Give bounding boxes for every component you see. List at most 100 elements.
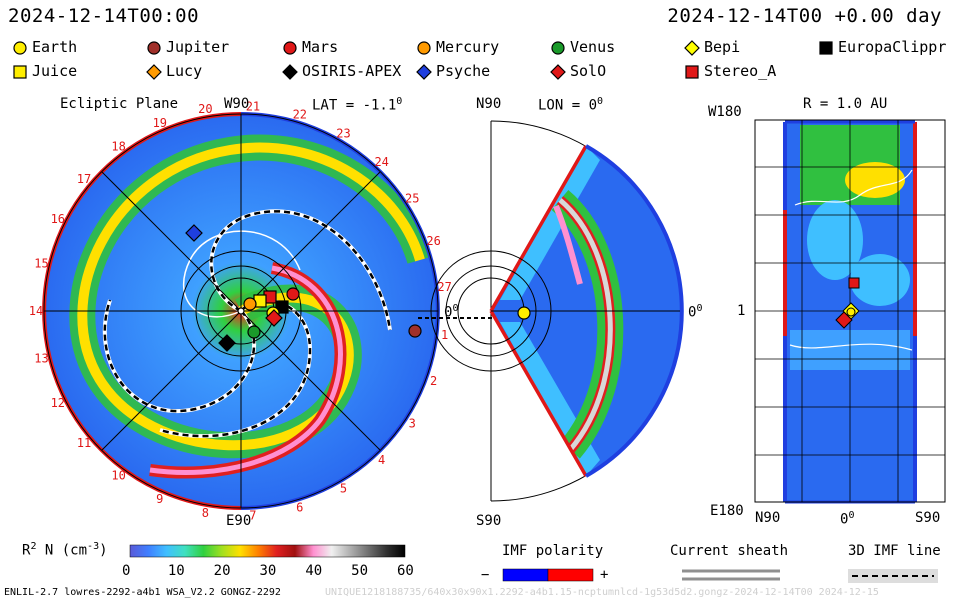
jupiter-marker xyxy=(408,324,422,338)
synoptic-sheath-line xyxy=(789,343,913,351)
europaclippr-marker xyxy=(275,300,289,314)
sector-number: 20 xyxy=(198,102,212,116)
sector-number: 12 xyxy=(51,396,65,410)
synoptic-bottom-left: E180 xyxy=(710,503,744,519)
sector-number: 23 xyxy=(336,126,350,140)
synoptic-cyan-patch-2 xyxy=(850,254,910,306)
meridional-zero-label: 00 xyxy=(688,303,703,321)
legend-label: EuropaClippr xyxy=(838,38,947,56)
imf-negative-swatch xyxy=(502,568,549,582)
imf-plus: + xyxy=(600,567,609,583)
legend-label: Lucy xyxy=(166,62,203,80)
imf-title: IMF polarity xyxy=(502,543,604,559)
earth-synoptic-marker xyxy=(846,307,856,317)
cme-front-pink xyxy=(149,265,343,475)
disc-outline xyxy=(43,113,439,509)
sector-number: 10 xyxy=(111,468,125,482)
imf3d-title: 3D IMF line xyxy=(848,543,941,559)
synoptic-yellow-patch xyxy=(845,162,905,198)
synoptic-cyan-patch xyxy=(807,200,863,280)
sector-number: 9 xyxy=(156,492,163,506)
venus-marker xyxy=(247,325,261,339)
wedge-edge-north xyxy=(489,145,588,312)
circle-icon xyxy=(147,41,161,55)
sector-number: 19 xyxy=(153,116,167,130)
time-left: 2024-12-14T00:00 xyxy=(8,5,200,27)
sun-marker xyxy=(237,307,245,315)
sector-number: 21 xyxy=(246,99,260,113)
legend-label: OSIRIS-APEX xyxy=(302,62,402,80)
wedge-pink-blob xyxy=(553,204,583,285)
sector-number: 25 xyxy=(405,191,419,205)
footer-left: ENLIL-2.7 lowres-2292-a4b1 WSA_V2.2 GONG… xyxy=(4,587,281,598)
sector-number: 17 xyxy=(77,172,91,186)
mercury-marker xyxy=(243,297,257,311)
legend-label: Jupiter xyxy=(166,38,230,56)
imf-line-2 xyxy=(103,299,256,413)
time-right: 2024-12-14T00 +0.00 day xyxy=(667,5,942,27)
synoptic-grid xyxy=(755,120,945,502)
ecliptic-zero-label: 00 xyxy=(444,303,459,321)
synoptic-x-right: S90 xyxy=(915,510,941,526)
colorbar-tick-label: 40 xyxy=(305,563,323,579)
meridional-top-label: N90 xyxy=(476,96,502,112)
diamond-icon xyxy=(282,64,298,80)
synoptic-panel xyxy=(754,119,946,504)
sector-number: 14 xyxy=(29,304,43,318)
colorbar-tick-label: 30 xyxy=(259,563,277,579)
wedge-edge-south xyxy=(489,310,588,477)
legend-label: SolO xyxy=(570,62,607,80)
circle-icon xyxy=(551,41,565,55)
ecliptic-title: Ecliptic Plane xyxy=(60,96,179,112)
legend-label: Mars xyxy=(302,38,339,56)
square-icon xyxy=(819,41,833,55)
circle-icon xyxy=(13,41,27,55)
sector-number: 5 xyxy=(340,482,347,496)
sector-number: 16 xyxy=(51,212,65,226)
diamond-icon xyxy=(550,64,566,80)
sector-number: 15 xyxy=(34,257,48,271)
synoptic-x-left: N90 xyxy=(755,510,781,526)
imf-line xyxy=(210,210,392,331)
legend-label: Psyche xyxy=(436,62,491,80)
circle-icon xyxy=(417,41,431,55)
colorbar-label: R2 N (cm-3) xyxy=(22,541,108,559)
meridional-panel xyxy=(430,120,684,502)
sector-number: 2 xyxy=(430,374,437,388)
meridional-bottom-label: S90 xyxy=(476,513,502,529)
osiris-apex-marker xyxy=(218,334,236,352)
legend-label: Juice xyxy=(32,62,78,80)
density-band-yellow xyxy=(77,142,425,451)
range-ring-3 xyxy=(180,250,302,372)
colorbar-tick-label: 50 xyxy=(351,563,369,579)
solo-synoptic-marker xyxy=(835,311,853,329)
colorbar-tick-label: 10 xyxy=(167,563,185,579)
colorbar-tick-label: 60 xyxy=(397,563,414,579)
imf-minus: − xyxy=(481,567,490,583)
sector-number: 11 xyxy=(77,436,91,450)
solo-marker xyxy=(265,309,283,327)
wedge-white-front xyxy=(558,198,613,452)
circle-icon xyxy=(283,41,297,55)
ecliptic-lat: LAT = -1.10 xyxy=(312,96,403,114)
sector-number: 27 xyxy=(437,280,451,294)
sector-number: 6 xyxy=(296,500,303,514)
legend-label: Bepi xyxy=(704,38,741,56)
synoptic-radius: R = 1.0 AU xyxy=(803,96,888,112)
sector-number: 3 xyxy=(409,417,416,431)
diamond-icon xyxy=(684,40,700,56)
sector-number: 26 xyxy=(426,234,440,248)
synoptic-mid-left: 1 xyxy=(737,303,746,319)
ecliptic-bottom-label: E90 xyxy=(226,513,252,529)
sector-number: 4 xyxy=(378,453,385,467)
synoptic-sheath-line-2 xyxy=(794,169,913,206)
ecliptic-plane-panel: 20 21222324252627123456789101112131415161… xyxy=(29,99,493,523)
sector-number: 1 xyxy=(441,328,448,342)
sector-number: 24 xyxy=(374,155,388,169)
diamond-icon xyxy=(416,64,432,80)
stereo-a-synoptic-marker xyxy=(848,277,860,289)
colorbar-tick-label: 0 xyxy=(122,563,131,579)
sector-number: 13 xyxy=(34,351,48,365)
meridional-lon: LON = 00 xyxy=(538,96,604,114)
